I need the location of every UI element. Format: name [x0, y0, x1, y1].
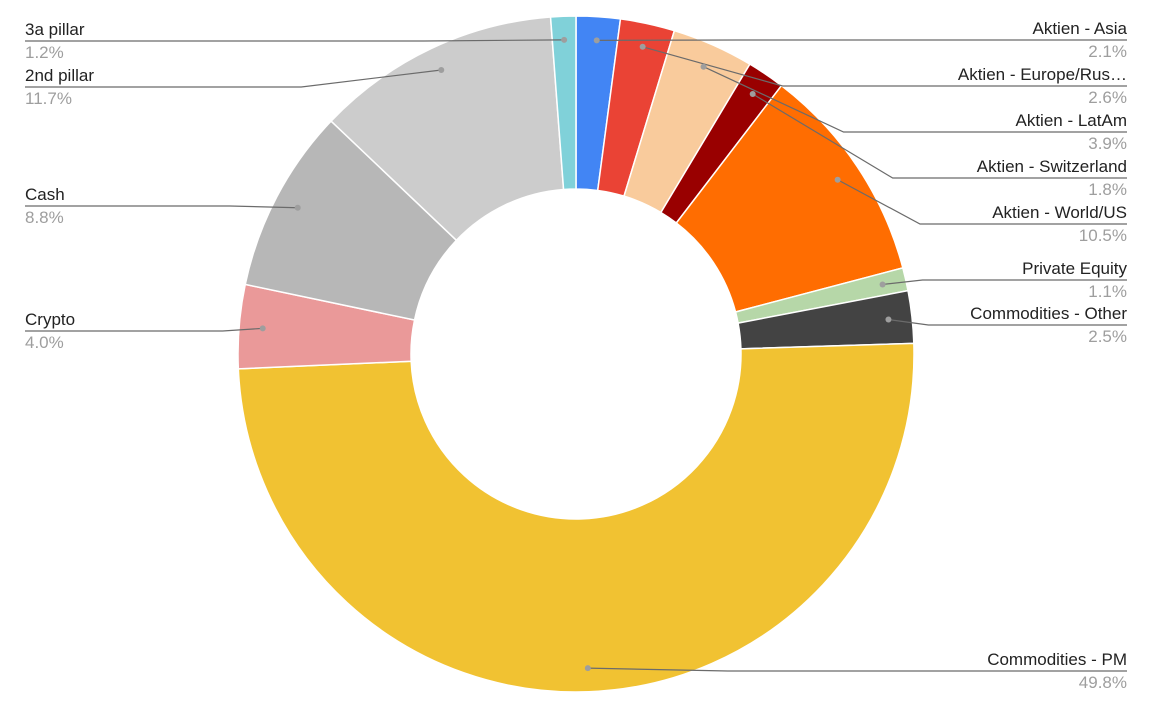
- slice-labels: Aktien - Asia 2.1% Aktien - Europe/Rus… 2.6…: [25, 19, 1128, 692]
- label-commodities-pm: Commodities - PM: [987, 650, 1127, 669]
- slice-2nd-pillar[interactable]: [330, 16, 565, 242]
- leader-line-cash: [25, 205, 298, 209]
- label-aktien-world-us: Aktien - World/US: [992, 203, 1127, 222]
- leader-dot-crypto: [259, 325, 266, 332]
- leader-line-aktien-world-us: [837, 179, 1127, 225]
- leader-dot-aktien-switzerland: [749, 91, 756, 98]
- value-aktien-asia: 2.1%: [1088, 42, 1127, 61]
- value-cash: 8.8%: [25, 208, 64, 227]
- donut-slices: [237, 15, 915, 693]
- value-commodities-other: 2.5%: [1088, 327, 1127, 346]
- leader-line-commodities-pm: [587, 667, 1127, 672]
- leader-line-3a-pillar: [25, 39, 565, 42]
- label-crypto: Crypto: [25, 310, 75, 329]
- leader-lines: [25, 36, 1127, 672]
- leader-dot-aktien-latam: [700, 63, 707, 70]
- value-aktien-switzerland: 1.8%: [1088, 180, 1127, 199]
- value-aktien-world-us: 10.5%: [1079, 226, 1127, 245]
- label-aktien-europe-rus: Aktien - Europe/Rus…: [958, 65, 1127, 84]
- leader-line-commodities-other: [888, 318, 1127, 326]
- label-commodities-other: Commodities - Other: [970, 304, 1127, 323]
- leader-line-aktien-switzerland: [752, 93, 1127, 179]
- value-2nd-pillar: 11.7%: [25, 89, 72, 108]
- leader-dot-aktien-world-us: [834, 176, 841, 183]
- value-aktien-latam: 3.9%: [1088, 134, 1127, 153]
- leader-dot-aktien-asia: [593, 37, 600, 44]
- slice-commodities-pm[interactable]: [237, 342, 915, 693]
- label-aktien-latam: Aktien - LatAm: [1016, 111, 1128, 130]
- label-aktien-switzerland: Aktien - Switzerland: [977, 157, 1127, 176]
- leader-line-private-equity: [882, 279, 1127, 286]
- value-crypto: 4.0%: [25, 333, 64, 352]
- slice-3a-pillar[interactable]: [549, 15, 577, 191]
- value-aktien-europe-rus: 2.6%: [1088, 88, 1127, 107]
- value-commodities-pm: 49.8%: [1079, 673, 1127, 692]
- leader-dot-commodities-pm: [584, 665, 591, 672]
- label-2nd-pillar: 2nd pillar: [25, 66, 94, 85]
- label-private-equity: Private Equity: [1022, 259, 1127, 278]
- leader-line-2nd-pillar: [25, 69, 442, 88]
- leader-dot-commodities-other: [885, 316, 892, 323]
- leader-line-aktien-latam: [703, 66, 1127, 133]
- leader-line-aktien-europe-rus: [642, 46, 1127, 87]
- value-private-equity: 1.1%: [1088, 282, 1127, 301]
- leader-dot-cash: [294, 204, 301, 211]
- value-3a-pillar: 1.2%: [25, 43, 64, 62]
- leader-line-crypto: [25, 327, 263, 332]
- label-3a-pillar: 3a pillar: [25, 20, 85, 39]
- label-cash: Cash: [25, 185, 65, 204]
- leader-dot-private-equity: [879, 281, 886, 288]
- label-aktien-asia: Aktien - Asia: [1033, 19, 1128, 38]
- leader-dot-3a-pillar: [561, 36, 568, 43]
- leader-dot-aktien-europe-rus: [639, 43, 646, 50]
- leader-dot-2nd-pillar: [438, 66, 445, 73]
